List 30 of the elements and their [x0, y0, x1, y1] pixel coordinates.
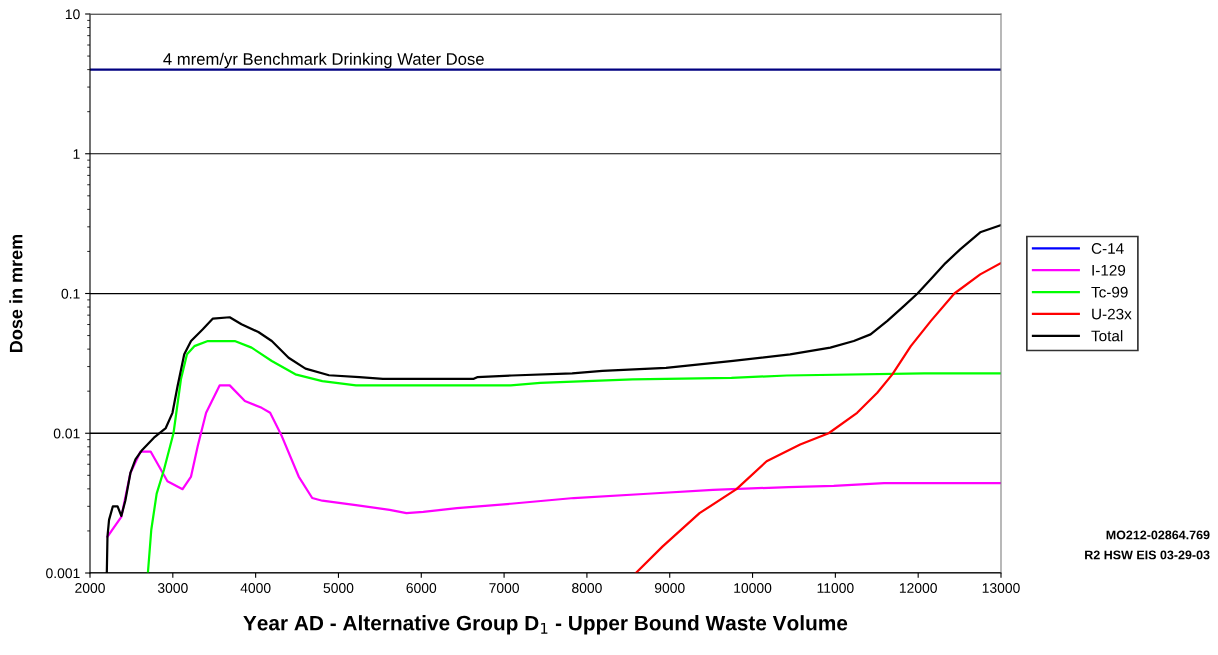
line-series	[634, 262, 1001, 573]
legend-label: I-129	[1092, 264, 1126, 276]
text: MO212-02864.769	[1106, 530, 1210, 540]
legend-label: U-23x	[1092, 308, 1132, 320]
legend-label: C-14	[1091, 243, 1124, 254]
ref-line-label: 4 mrem/yr Benchmark Drinking Water Dose	[163, 52, 484, 69]
x-tick-label: 3000	[157, 583, 188, 593]
line-series	[106, 384, 1001, 538]
line-series	[146, 339, 1001, 573]
x-tick-label: 9000	[654, 583, 685, 593]
x-axis-title: Year AD - Alternative Group D$_{1}$ - Upper Bound Waste Volume	[243, 615, 848, 635]
x-tick-label: 6000	[406, 583, 437, 593]
y-tick-label: 10	[65, 9, 80, 20]
x-tick-label: 5000	[323, 583, 354, 593]
y-axis-title: Dose in mrem	[9, 234, 23, 352]
y-tick-label: 0.01	[53, 428, 80, 439]
legend-label: Tc-99	[1091, 286, 1128, 298]
x-tick-label: 10000	[734, 583, 772, 593]
x-tick-label: 2000	[75, 583, 105, 593]
legend-label: Total	[1091, 330, 1123, 342]
x-tick-label: 11000	[817, 583, 854, 593]
x-tick-label: 7000	[489, 583, 519, 593]
x-tick-label: 4000	[240, 583, 271, 593]
y-tick-label: 1	[73, 149, 80, 159]
x-tick-label: 8000	[572, 583, 602, 593]
y-tick-label: 0.1	[61, 288, 80, 299]
x-tick-label: 13000	[982, 583, 1020, 593]
x-tick-label: 12000	[899, 583, 937, 593]
text: R2 HSW EIS 03-29-03	[1085, 550, 1210, 560]
y-tick-label: 0.001	[46, 568, 80, 579]
